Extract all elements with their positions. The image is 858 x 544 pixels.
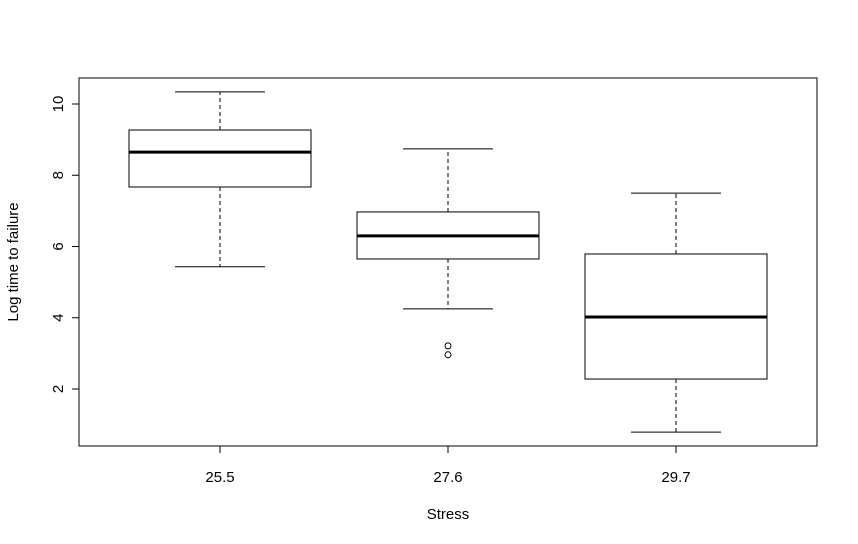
x-tick-label: 25.5 [205, 469, 234, 486]
x-tick-label: 29.7 [661, 469, 690, 486]
outlier [444, 351, 452, 359]
x-axis-title: Stress [427, 506, 470, 523]
y-axis-title: Log time to failure [5, 202, 22, 321]
y-tick-label: 2 [50, 385, 67, 393]
y-tick-label: 4 [50, 314, 67, 322]
y-tick-label: 10 [50, 96, 67, 113]
y-tick-label: 8 [50, 171, 67, 179]
x-tick-label: 27.6 [433, 469, 462, 486]
outlier [444, 342, 452, 350]
box [128, 129, 312, 188]
y-tick-label: 6 [50, 242, 67, 250]
